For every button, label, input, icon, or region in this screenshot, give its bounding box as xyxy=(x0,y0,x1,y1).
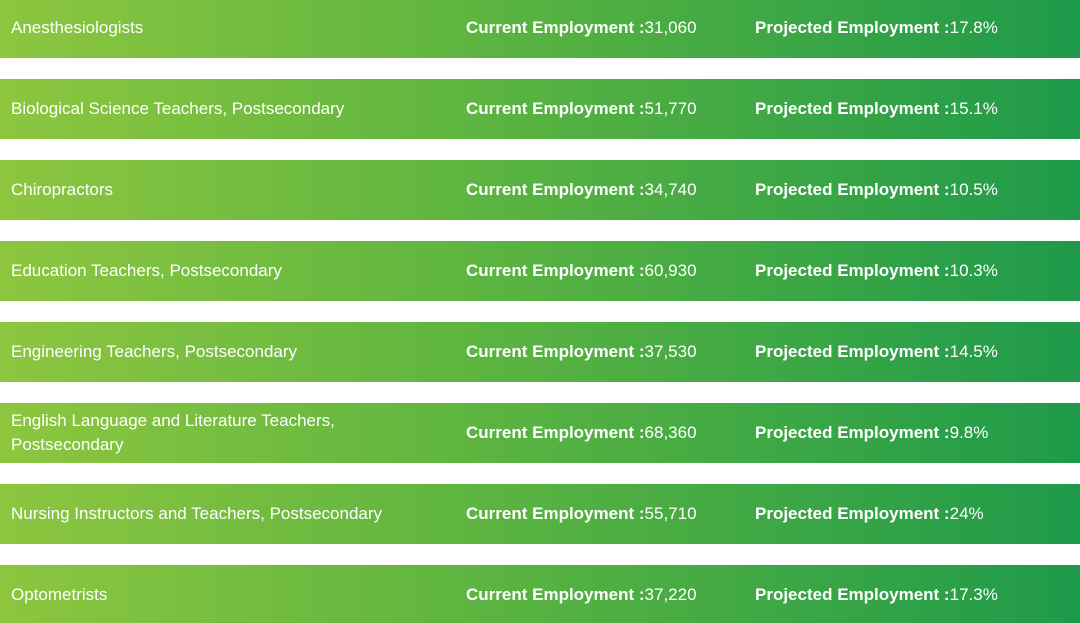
projected-employment: Projected Employment : 17.8% xyxy=(755,0,1065,58)
current-employment: Current Employment : 31,060 xyxy=(466,0,736,58)
projected-employment-value: 17.8% xyxy=(949,18,998,37)
current-employment: Current Employment : 34,740 xyxy=(466,160,736,220)
current-employment: Current Employment : 68,360 xyxy=(466,403,736,463)
projected-employment: Projected Employment : 10.5% xyxy=(755,160,1065,220)
current-employment-value: 51,770 xyxy=(644,99,697,118)
projected-employment-value: 15.1% xyxy=(949,99,998,118)
current-employment-label: Current Employment : xyxy=(466,504,645,523)
current-employment-value: 60,930 xyxy=(644,261,697,280)
current-employment-value: 34,740 xyxy=(644,180,697,199)
occupation-name: Biological Science Teachers, Postseconda… xyxy=(11,99,345,118)
current-employment-value: 68,360 xyxy=(644,423,697,442)
projected-employment-value: 10.3% xyxy=(949,261,998,280)
occupation-name: English Language and Literature Teachers… xyxy=(11,411,335,454)
current-employment-label: Current Employment : xyxy=(466,342,645,361)
projected-employment-value: 14.5% xyxy=(949,342,998,361)
current-employment: Current Employment : 60,930 xyxy=(466,241,736,301)
occupation-row[interactable]: Anesthesiologists Current Employment : 3… xyxy=(0,0,1080,58)
occupation-name: Engineering Teachers, Postsecondary xyxy=(11,342,298,361)
current-employment-label: Current Employment : xyxy=(466,18,645,37)
occupation-row[interactable]: Education Teachers, Postsecondary Curren… xyxy=(0,241,1080,301)
projected-employment-value: 9.8% xyxy=(949,423,989,442)
projected-employment: Projected Employment : 17.3% xyxy=(755,565,1065,623)
projected-employment-value: 24% xyxy=(949,504,984,523)
occupation-row[interactable]: English Language and Literature Teachers… xyxy=(0,403,1080,463)
projected-employment: Projected Employment : 15.1% xyxy=(755,79,1065,139)
projected-employment-label: Projected Employment : xyxy=(755,585,950,604)
current-employment-label: Current Employment : xyxy=(466,423,645,442)
occupation-name: Chiropractors xyxy=(11,180,114,199)
current-employment: Current Employment : 37,530 xyxy=(466,322,736,382)
occupation-name: Anesthesiologists xyxy=(11,18,144,37)
current-employment-value: 55,710 xyxy=(644,504,697,523)
occupation-row[interactable]: Optometrists Current Employment : 37,220… xyxy=(0,565,1080,623)
projected-employment: Projected Employment : 9.8% xyxy=(755,403,1065,463)
current-employment: Current Employment : 55,710 xyxy=(466,484,736,544)
current-employment-label: Current Employment : xyxy=(466,180,645,199)
projected-employment-label: Projected Employment : xyxy=(755,504,950,523)
occupation-name: Education Teachers, Postsecondary xyxy=(11,261,282,280)
projected-employment-value: 17.3% xyxy=(949,585,998,604)
occupation-name: Nursing Instructors and Teachers, Postse… xyxy=(11,504,383,523)
projected-employment-value: 10.5% xyxy=(949,180,998,199)
occupation-row[interactable]: Biological Science Teachers, Postseconda… xyxy=(0,79,1080,139)
occupation-row[interactable]: Nursing Instructors and Teachers, Postse… xyxy=(0,484,1080,544)
projected-employment: Projected Employment : 24% xyxy=(755,484,1065,544)
occupation-row[interactable]: Engineering Teachers, Postsecondary Curr… xyxy=(0,322,1080,382)
projected-employment-label: Projected Employment : xyxy=(755,423,950,442)
projected-employment: Projected Employment : 14.5% xyxy=(755,322,1065,382)
projected-employment: Projected Employment : 10.3% xyxy=(755,241,1065,301)
current-employment-label: Current Employment : xyxy=(466,99,645,118)
current-employment-label: Current Employment : xyxy=(466,261,645,280)
current-employment-label: Current Employment : xyxy=(466,585,645,604)
current-employment: Current Employment : 37,220 xyxy=(466,565,736,623)
current-employment-value: 37,530 xyxy=(644,342,697,361)
occupation-row[interactable]: Chiropractors Current Employment : 34,74… xyxy=(0,160,1080,220)
projected-employment-label: Projected Employment : xyxy=(755,342,950,361)
projected-employment-label: Projected Employment : xyxy=(755,99,950,118)
current-employment: Current Employment : 51,770 xyxy=(466,79,736,139)
occupation-name: Optometrists xyxy=(11,585,108,604)
current-employment-value: 31,060 xyxy=(644,18,697,37)
projected-employment-label: Projected Employment : xyxy=(755,18,950,37)
current-employment-value: 37,220 xyxy=(644,585,697,604)
projected-employment-label: Projected Employment : xyxy=(755,180,950,199)
projected-employment-label: Projected Employment : xyxy=(755,261,950,280)
